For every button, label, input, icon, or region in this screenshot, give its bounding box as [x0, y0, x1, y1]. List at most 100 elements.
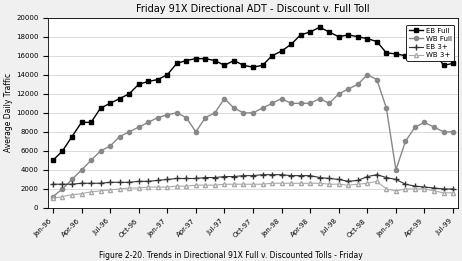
WB Full	[146, 121, 151, 124]
WB 3+	[127, 186, 132, 189]
EB 3+	[193, 177, 199, 180]
EB 3+	[212, 176, 218, 179]
EB Full	[155, 78, 160, 81]
EB Full	[393, 52, 399, 55]
EB Full	[269, 54, 275, 57]
WB 3+	[269, 182, 275, 185]
WB 3+	[164, 186, 170, 189]
WB 3+	[374, 180, 380, 183]
Legend: EB Full, WB Full, EB 3+, WB 3+: EB Full, WB Full, EB 3+, WB 3+	[406, 25, 454, 61]
WB Full	[107, 145, 113, 148]
EB Full	[441, 64, 446, 67]
EB Full	[450, 62, 456, 65]
WB Full	[317, 97, 322, 100]
EB 3+	[441, 187, 446, 191]
WB 3+	[193, 183, 199, 187]
WB 3+	[288, 182, 294, 185]
EB 3+	[393, 178, 399, 181]
EB Full	[431, 49, 437, 52]
EB 3+	[412, 185, 418, 188]
WB 3+	[79, 192, 84, 195]
WB Full	[412, 126, 418, 129]
EB Full	[355, 35, 360, 38]
EB Full	[60, 149, 65, 152]
EB Full	[298, 33, 304, 37]
EB Full	[241, 64, 246, 67]
WB 3+	[107, 188, 113, 192]
EB 3+	[231, 175, 237, 178]
WB Full	[260, 106, 265, 110]
EB 3+	[355, 179, 360, 182]
EB Full	[231, 59, 237, 62]
WB 3+	[422, 187, 427, 191]
WB Full	[336, 92, 341, 95]
EB Full	[374, 40, 380, 43]
WB Full	[355, 83, 360, 86]
WB Full	[298, 102, 304, 105]
WB Full	[393, 168, 399, 171]
EB Full	[136, 83, 141, 86]
WB Full	[288, 102, 294, 105]
WB Full	[365, 73, 370, 76]
WB Full	[155, 116, 160, 119]
WB Full	[203, 116, 208, 119]
EB 3+	[260, 173, 265, 176]
EB Full	[403, 54, 408, 57]
WB 3+	[203, 183, 208, 187]
WB 3+	[231, 183, 237, 186]
WB 3+	[298, 182, 304, 185]
WB 3+	[327, 183, 332, 186]
WB 3+	[155, 186, 160, 189]
WB Full	[79, 168, 84, 171]
WB Full	[164, 113, 170, 116]
EB 3+	[203, 176, 208, 179]
EB 3+	[79, 182, 84, 185]
EB 3+	[422, 186, 427, 189]
WB 3+	[136, 186, 141, 189]
EB Full	[412, 56, 418, 59]
EB 3+	[136, 180, 141, 183]
EB Full	[346, 33, 351, 37]
EB 3+	[383, 176, 389, 179]
EB 3+	[279, 173, 284, 176]
EB 3+	[403, 183, 408, 186]
WB 3+	[98, 189, 103, 192]
EB Full	[146, 80, 151, 83]
EB Full	[98, 106, 103, 110]
EB 3+	[346, 180, 351, 183]
WB 3+	[383, 187, 389, 191]
WB 3+	[431, 189, 437, 192]
WB Full	[441, 130, 446, 133]
EB 3+	[88, 182, 94, 185]
EB Full	[69, 135, 75, 138]
WB Full	[60, 187, 65, 191]
EB 3+	[241, 174, 246, 177]
WB 3+	[355, 183, 360, 186]
WB Full	[327, 102, 332, 105]
Line: EB Full: EB Full	[51, 25, 455, 163]
WB 3+	[393, 189, 399, 192]
EB 3+	[450, 187, 456, 191]
Line: WB 3+: WB 3+	[51, 179, 455, 200]
WB 3+	[69, 193, 75, 196]
EB 3+	[336, 178, 341, 181]
EB Full	[79, 121, 84, 124]
WB 3+	[403, 187, 408, 191]
EB Full	[365, 37, 370, 40]
EB Full	[250, 66, 256, 69]
WB 3+	[250, 183, 256, 186]
EB Full	[193, 57, 199, 60]
WB Full	[98, 149, 103, 152]
EB 3+	[69, 183, 75, 186]
EB 3+	[327, 177, 332, 180]
WB 3+	[174, 185, 180, 188]
WB Full	[450, 130, 456, 133]
WB 3+	[146, 186, 151, 189]
WB Full	[212, 111, 218, 114]
EB 3+	[288, 174, 294, 177]
EB Full	[107, 102, 113, 105]
EB Full	[279, 49, 284, 52]
EB 3+	[146, 180, 151, 183]
WB Full	[374, 78, 380, 81]
EB 3+	[50, 183, 56, 186]
